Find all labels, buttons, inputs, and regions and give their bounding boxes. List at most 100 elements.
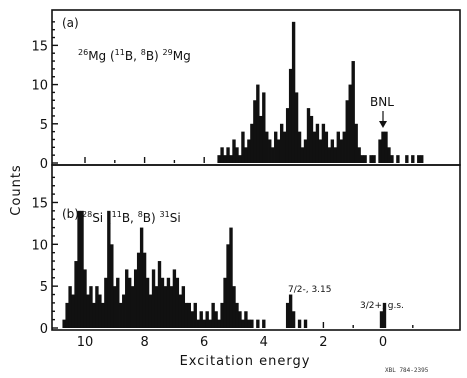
bar-a-6: [235, 147, 239, 163]
reaction-a-residual: Mg: [173, 49, 191, 63]
reaction-b-ejectile: B): [143, 211, 160, 225]
bar-b-61: [244, 311, 248, 328]
bar-b-70: [303, 319, 308, 328]
bar-a-56: [390, 155, 394, 163]
bar-b-49: [208, 319, 212, 328]
bar-b-8: [86, 294, 90, 328]
bar-a-35: [321, 123, 326, 163]
bar-a-14: [259, 115, 263, 163]
bar-b-36: [169, 286, 174, 328]
bar-a-50: [369, 155, 373, 163]
y-tick-label-a-5: 5: [40, 118, 48, 133]
bar-a-3: [226, 147, 230, 163]
bar-a-42: [342, 131, 346, 163]
bar-b-13: [101, 302, 105, 328]
bar-a-55: [387, 147, 391, 163]
bar-b-41: [184, 302, 189, 328]
bar-b-25: [136, 252, 141, 328]
bar-a-47: [357, 147, 361, 163]
panel-a: (a) 26Mg (11B, 8B) 29Mg BNL 0 5 10 15: [31, 9, 461, 172]
reaction-a-ejectile-mass: 8: [141, 48, 146, 57]
bar-a-18: [271, 147, 275, 163]
bar-b-19: [119, 302, 123, 328]
bar-b-21: [125, 269, 129, 328]
bar-a-57: [396, 155, 400, 163]
bar-a-1: [220, 147, 224, 163]
bar-b-26: [139, 227, 144, 328]
y-tick-label-a-0: 0: [40, 157, 48, 172]
bar-b-29: [148, 294, 153, 328]
bar-a-34: [318, 139, 323, 163]
bar-a-45: [351, 61, 355, 163]
bar-b-10: [92, 302, 96, 328]
bar-a-40: [336, 131, 340, 163]
reaction-a-projectile-mass: 11: [115, 48, 125, 57]
panel-b: (b) 28Si (11B, 8B) 31Si 7/2-, 3.15 3/2+,…: [31, 164, 461, 337]
bar-b-5: [77, 210, 81, 328]
bar-a-43: [345, 100, 349, 163]
bar-a-31: [309, 115, 314, 163]
panel-b-reaction: 28Si (11B, 8B) 31Si: [82, 210, 181, 225]
bar-b-58: [235, 302, 239, 328]
y-tick-label-a-15: 15: [31, 39, 48, 54]
y-tick-label-a-10: 10: [31, 79, 48, 94]
bar-a-28: [300, 147, 305, 163]
bar-a-49: [363, 155, 367, 163]
bar-a-54: [384, 131, 388, 163]
x-tick-label-2: 2: [319, 335, 327, 350]
bar-b-12: [98, 294, 102, 328]
reaction-b-residual-mass: 31: [160, 210, 170, 219]
bar-a-32: [312, 131, 317, 163]
bar-b-20: [122, 294, 126, 328]
bar-b-0: [62, 319, 66, 328]
bar-b-68: [291, 311, 296, 328]
y-axis-label: Counts: [9, 164, 24, 215]
bar-a-44: [348, 84, 352, 163]
reaction-a-target-mass: 26: [78, 48, 88, 57]
bar-b-54: [223, 277, 227, 328]
bar-a-0: [217, 155, 221, 163]
bar-b-43: [190, 311, 194, 328]
bar-b-2: [68, 286, 72, 328]
bar-b-44: [193, 302, 197, 328]
bar-a-2: [223, 155, 227, 163]
bar-a-37: [327, 147, 332, 163]
x-tick-label-8: 8: [140, 335, 148, 350]
bar-b-9: [89, 286, 93, 328]
bar-b-55: [226, 244, 230, 328]
bar-b-56: [229, 227, 233, 328]
bar-b-15: [107, 210, 111, 328]
bar-b-28: [145, 277, 150, 328]
bar-b-37: [172, 269, 177, 328]
bar-a-10: [247, 139, 251, 163]
bar-a-27: [297, 131, 302, 163]
bar-b-71: [379, 311, 384, 328]
panel-a-label: (a): [62, 16, 79, 30]
reaction-b-target-mass: 28: [82, 210, 92, 219]
panel-a-reaction: 26Mg (11B, 8B) 29Mg: [78, 48, 191, 63]
bar-b-33: [160, 277, 165, 328]
bar-b-57: [232, 286, 236, 328]
bar-a-61: [420, 155, 424, 163]
bar-b-4: [74, 261, 78, 328]
bar-b-31: [154, 286, 159, 328]
x-tick-label-10: 10: [77, 335, 94, 350]
bar-a-46: [354, 123, 358, 163]
annotation-bnl: BNL: [370, 95, 394, 109]
bar-a-15: [262, 92, 266, 163]
bar-b-52: [217, 319, 221, 328]
x-axis-label: Excitation energy: [180, 354, 311, 369]
bar-a-13: [256, 84, 260, 163]
bar-b-53: [220, 302, 224, 328]
bar-b-50: [211, 302, 215, 328]
bar-b-65: [262, 319, 266, 328]
bar-b-30: [151, 269, 156, 328]
annotation-state-gs: 3/2+, g.s.: [360, 301, 404, 311]
bar-a-26: [294, 92, 299, 163]
x-tick-labels: 10 8 6 4 2 0: [77, 335, 387, 350]
bar-a-22: [282, 131, 287, 163]
reaction-a-residual-mass: 29: [163, 48, 173, 57]
bar-b-38: [175, 277, 180, 328]
bar-a-38: [330, 139, 335, 163]
bar-b-59: [238, 311, 242, 328]
